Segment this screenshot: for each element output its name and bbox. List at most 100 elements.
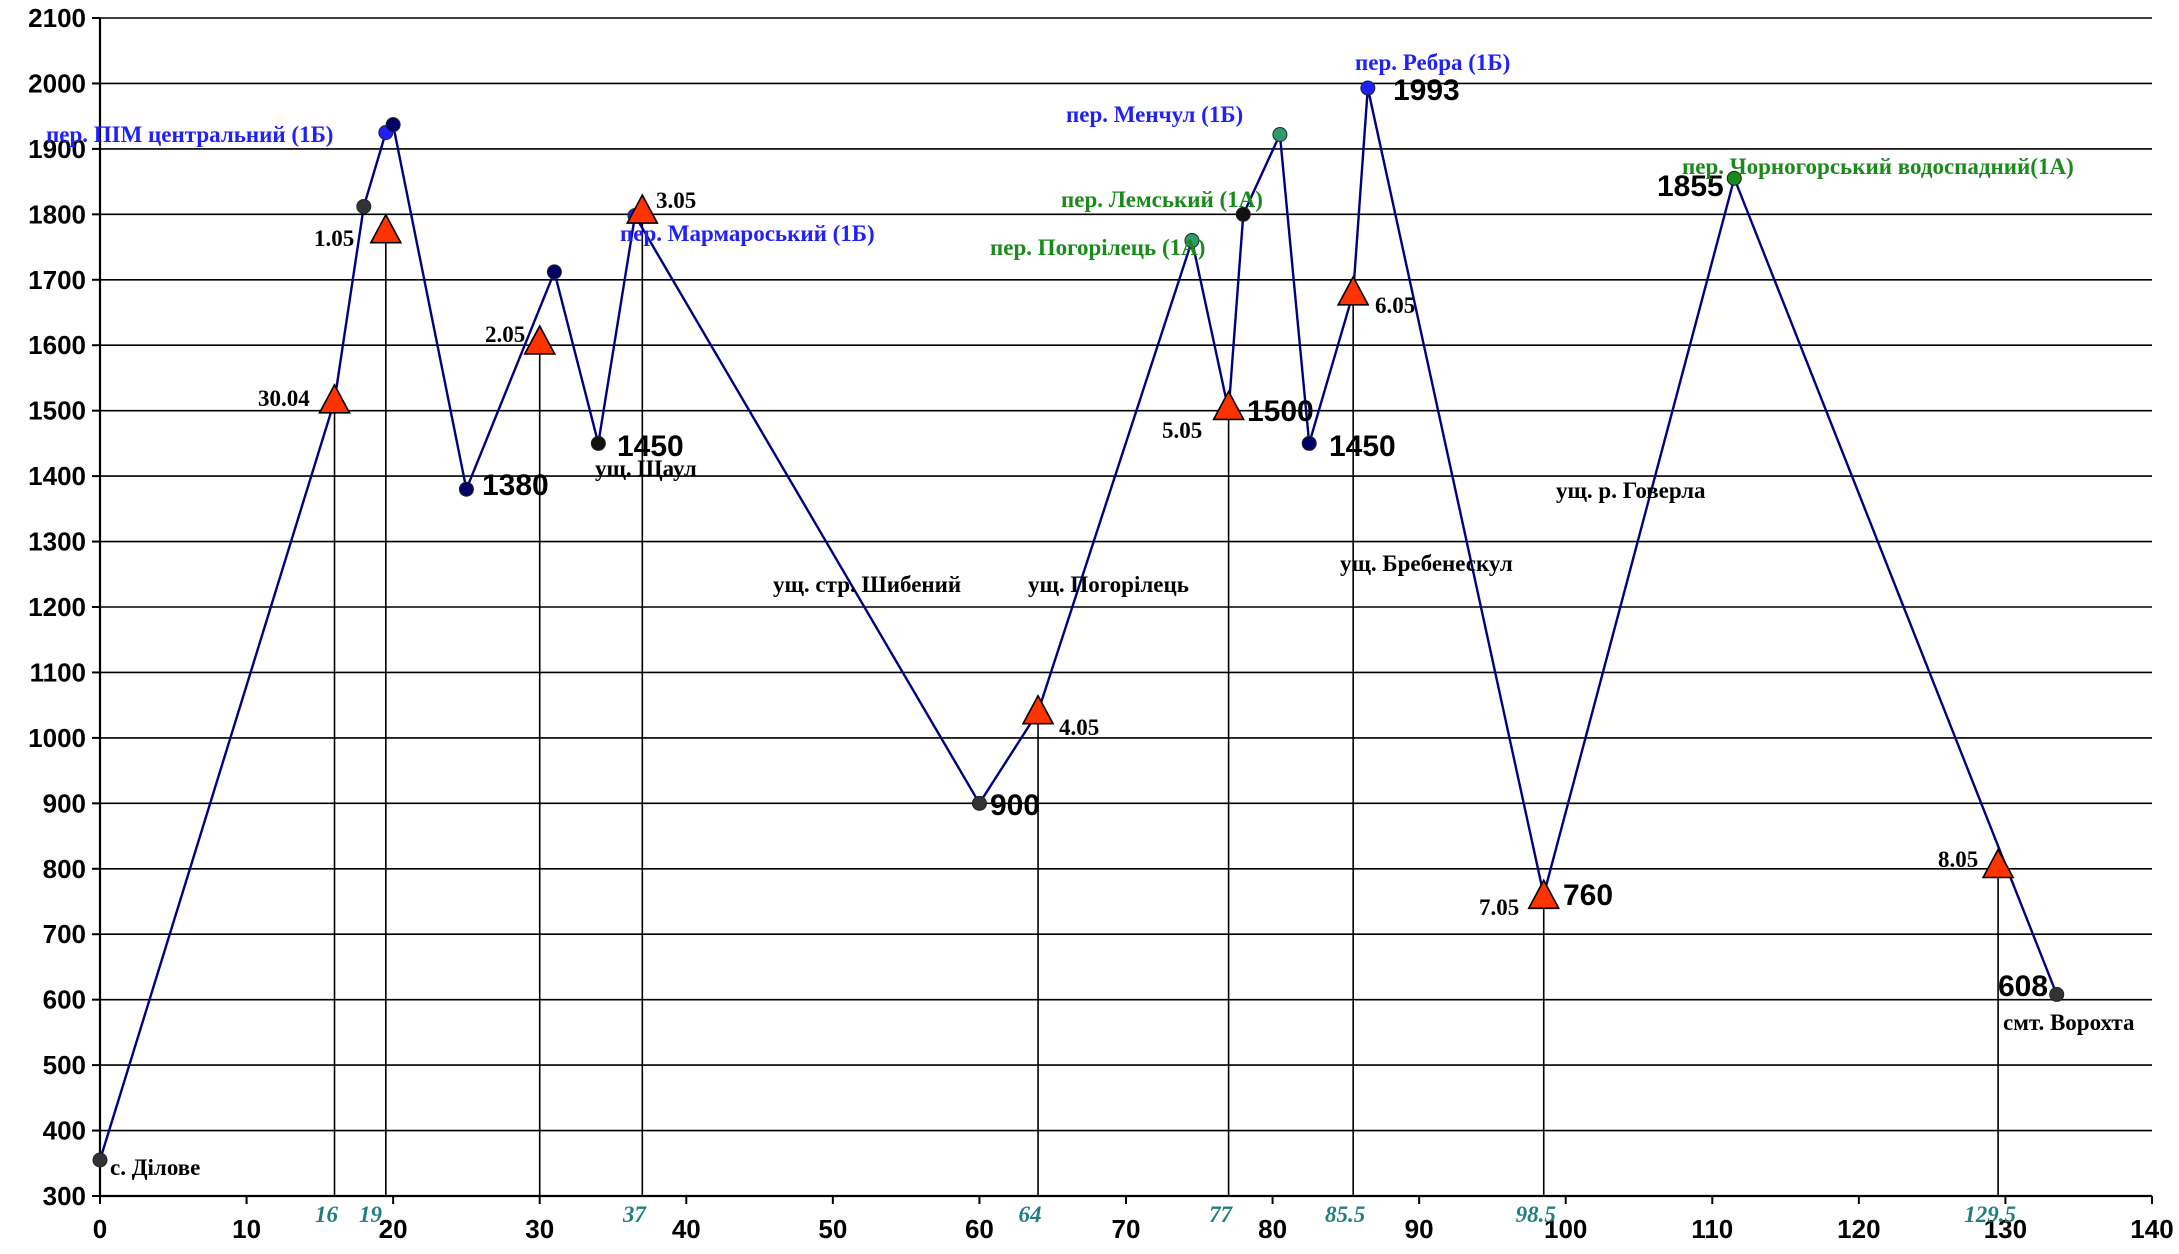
place-label: ущ. Щаул [595,456,697,481]
place-label: смт. Ворохта [2003,1010,2135,1035]
camp-triangle-marker [369,212,403,244]
place-label: ущ. Погорілець [1028,572,1189,597]
y-tick-label: 300 [43,1181,86,1211]
x-tick-label: 130 [1984,1214,2027,1244]
y-tick-label: 1000 [28,723,86,753]
elevation-label: 1993 [1393,74,1460,107]
y-tick-label: 400 [43,1116,86,1146]
camp-triangle-marker [1336,275,1370,306]
camp-date-label: 5.05 [1162,418,1202,443]
pass-label: пер. Погорілець (1А) [990,235,1205,260]
x-axis-tick-labels: 0 10 20 30 40 50 60 70 80 90 100 110 120 130 140 [93,1196,2174,1244]
camp-triangle-marker [625,193,659,224]
pass-label: пер. Лемський (1А) [1061,187,1263,212]
y-tick-label: 600 [43,985,86,1015]
waypoint-marker [356,198,372,214]
x-tick-label: 110 [1691,1214,1733,1244]
camp-drop-lines [333,211,1999,1196]
x-tick-label: 120 [1837,1214,1880,1244]
pass-label: пер. Чорногорський водоспадний(1А) [1682,154,2074,179]
camp-distance-mark: 98.5 [1516,1202,1556,1227]
waypoint-marker [1301,435,1317,451]
waypoint-marker [2049,986,2065,1002]
waypoint-marker [1726,170,1742,186]
x-tick-label: 70 [1112,1214,1141,1244]
x-tick-label: 30 [525,1214,554,1244]
pass-label: пер. Менчул (1Б) [1066,102,1243,127]
waypoint-marker [971,795,987,811]
waypoint-marker [92,1152,108,1168]
elevation-label: 1450 [617,430,684,463]
camp-triangle-markers [318,193,2015,910]
waypoint-marker [590,435,606,451]
y-tick-label: 1200 [28,592,86,622]
camp-triangle-marker [1212,389,1245,421]
elevation-label: 608 [1998,970,2048,1003]
camp-date-label: 4.05 [1059,715,1099,740]
waypoint-marker [1184,233,1200,249]
elevation-label: 1380 [482,469,549,502]
camp-triangle-marker [1021,694,1055,725]
x-tick-label: 90 [1405,1214,1434,1244]
waypoint-marker [458,481,474,497]
camp-distance-mark: 85.5 [1325,1202,1365,1227]
x-tick-label: 100 [1544,1214,1587,1244]
elevation-label: 1855 [1657,170,1724,203]
camp-distance-mark: 37 [622,1202,648,1227]
place-label: с. Ділове [110,1155,200,1180]
y-tick-label: 700 [43,919,86,949]
pass-label: пер. Мармароський (1Б) [620,221,875,246]
place-label: ущ. р. Говерла [1556,478,1706,503]
camp-date-label: 1.05 [314,226,354,251]
waypoint-marker [385,117,401,133]
y-tick-label: 1900 [28,134,86,164]
y-tick-label: 800 [43,854,86,884]
x-tick-label: 0 [93,1214,107,1244]
camp-distance-marks: 16 19 37 64 77 85.5 98.5 129.5 [315,1202,2016,1227]
y-tick-label: 2100 [28,3,86,33]
place-label: ущ. Бребенескул [1340,551,1513,576]
waypoint-marker [1272,126,1288,142]
y-tick-label: 1700 [28,265,86,295]
y-tick-label: 1300 [28,527,86,557]
camp-distance-mark: 129.5 [1964,1202,2016,1227]
y-tick-label: 900 [43,788,86,818]
y-axis-tick-labels: 300 400 500 600 700 800 900 1000 1100 1200 1300 140… [28,3,100,1211]
camp-date-label: 30.04 [258,386,310,411]
camp-distance-mark: 16 [315,1202,339,1227]
camp-triangle-marker [1527,878,1561,910]
y-tick-label: 1400 [28,461,86,491]
camp-date-label: 6.05 [1375,293,1415,318]
x-tick-label: 140 [2130,1214,2173,1244]
x-tick-label: 60 [965,1214,994,1244]
camp-distance-mark: 19 [359,1202,383,1227]
camp-date-label: 3.05 [656,188,696,213]
camp-date-label: 7.05 [1479,895,1519,920]
camp-triangle-marker [318,383,351,414]
elevation-label: 1500 [1247,395,1314,428]
camp-date-label: 2.05 [485,322,525,347]
x-tick-label: 80 [1258,1214,1287,1244]
horizontal-gridlines [100,17,2152,1132]
elevation-label: 1450 [1329,430,1396,463]
x-tick-label: 20 [379,1214,408,1244]
y-tick-label: 1800 [28,199,86,229]
y-tick-label: 1600 [28,330,86,360]
pass-label: пер. ПІМ центральний (1Б) [46,122,333,147]
y-tick-label: 1100 [30,657,86,687]
camp-triangle-marker [523,324,557,355]
elevation-label: 760 [1563,879,1613,912]
camp-distance-mark: 64 [1019,1202,1042,1227]
waypoint-marker [546,264,562,280]
annotations: 30.04 1.05 2.05 3.05 4.05 5.05 6.05 7.05… [46,50,2135,1180]
x-tick-label: 40 [672,1214,701,1244]
elevation-label: 900 [990,789,1040,822]
x-tick-label: 50 [818,1214,847,1244]
pass-label: пер. Ребра (1Б) [1355,50,1510,75]
camp-date-label: 8.05 [1938,847,1978,872]
waypoint-marker [1360,80,1376,96]
y-tick-label: 1500 [28,396,86,426]
y-tick-label: 2000 [28,68,86,98]
camp-distance-mark: 77 [1209,1202,1234,1227]
